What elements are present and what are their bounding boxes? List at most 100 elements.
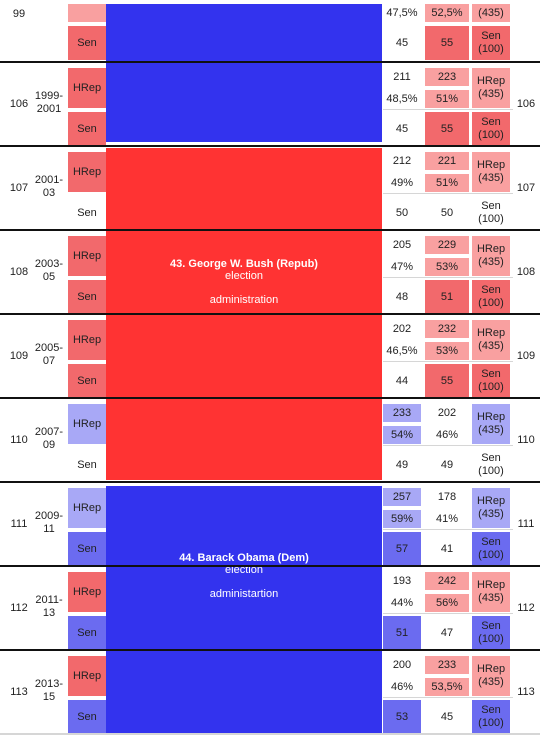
sen-seats-dem: 45	[383, 112, 421, 146]
admin-label-bush: 43. George W. Bush (Repub) election admi…	[106, 258, 382, 306]
congress-years: 2001-03	[34, 174, 64, 199]
hrep-pct-dem: 46%	[383, 678, 421, 696]
sen-label: Sen	[68, 112, 106, 146]
sen-seats-rep: 49	[425, 448, 469, 482]
hrep-seats-rep: 233	[425, 656, 469, 674]
grid-line	[383, 361, 513, 362]
hrep-pct-rep: 51%	[425, 174, 469, 192]
hrep-pct-rep: 53%	[425, 342, 469, 360]
congress-years: 2007-09	[34, 426, 64, 451]
admin-line2: election	[225, 564, 263, 576]
sen-total: Sen (100)	[472, 532, 510, 566]
sen-seats-dem: 53	[383, 700, 421, 734]
sen-label: Sen	[68, 616, 106, 650]
hrep-label-cell	[68, 4, 106, 22]
hrep-seats-rep: 223	[425, 68, 469, 86]
hrep-seats-rep: 221	[425, 152, 469, 170]
congress-years: 2011-13	[35, 594, 63, 619]
hrep-pct-dem: 48,5%	[383, 90, 421, 108]
sen-seats-dem: 49	[383, 448, 421, 482]
hrep-pct-rep: 56%	[425, 594, 469, 612]
admin-name: 43. George W. Bush (Repub)	[170, 258, 318, 270]
congress-years: 2003-05	[34, 258, 64, 283]
congress-number: 113	[10, 686, 28, 698]
sen-label: Sen	[68, 700, 106, 734]
grid-line	[383, 697, 513, 698]
hrep-pct-rep: 46%	[425, 426, 469, 444]
grid-line	[383, 109, 513, 110]
congress-years: 2013-15	[34, 678, 64, 703]
hrep-seats-dem: 200	[383, 656, 421, 674]
hrep-seats-dem: 205	[383, 236, 421, 254]
sen-label: Sen	[68, 364, 106, 398]
hrep-seats-dem: 193	[383, 572, 421, 590]
grid-line	[383, 193, 513, 194]
sen-seats-dem: 51	[383, 616, 421, 650]
hrep-total: (435)	[472, 4, 510, 22]
congress-number-right: 112	[517, 602, 535, 614]
hrep-pct-rep: 41%	[425, 510, 469, 528]
hrep-pct-dem: 49%	[383, 174, 421, 192]
grid-line	[383, 445, 513, 446]
congress-number-right: 106	[516, 98, 536, 110]
hrep-pct-dem: 59%	[383, 510, 421, 528]
hrep-pct-dem: 44%	[383, 594, 421, 612]
sen-total: Sen (100)	[472, 280, 510, 314]
congress-years: 1999-2001	[34, 90, 64, 115]
hrep-pct-dem: 54%	[383, 426, 421, 444]
sen-total: Sen (100)	[472, 196, 510, 230]
congress-number: 110	[10, 434, 28, 446]
row-separator	[0, 481, 540, 483]
sen-total: Sen (100)	[472, 364, 510, 398]
grid-line	[383, 277, 513, 278]
sen-total: Sen (100)	[472, 448, 510, 482]
sen-label: Sen	[68, 448, 106, 482]
sen-label: Sen	[68, 532, 106, 566]
congress-number-right: 109	[516, 350, 536, 362]
hrep-label: HRep	[68, 488, 106, 528]
sen-seats-rep: 55	[425, 364, 469, 398]
hrep-seats-dem: 211	[383, 68, 421, 86]
row-separator	[0, 61, 540, 63]
hrep-seats-rep: 178	[425, 488, 469, 506]
hrep-seats-dem: 212	[383, 152, 421, 170]
hrep-total: HRep (435)	[472, 572, 510, 612]
row-separator	[0, 649, 540, 651]
admin-line3: administration	[209, 294, 279, 306]
sen-seats-rep: 47	[425, 616, 469, 650]
admin-line3: administartion	[209, 588, 279, 600]
admin-line2: election	[225, 270, 263, 282]
row-separator	[0, 313, 540, 315]
sen-total: Sen (100)	[472, 700, 510, 734]
congress-number: 99	[12, 8, 26, 20]
sen-seats-rep: 50	[425, 196, 469, 230]
hrep-seats-dem: 233	[383, 404, 421, 422]
hrep-seats-rep: 232	[425, 320, 469, 338]
admin-name: 44. Barack Obama (Dem)	[179, 552, 309, 564]
hrep-label: HRep	[68, 404, 106, 444]
hrep-label: HRep	[68, 236, 106, 276]
congress-number-right: 111	[517, 518, 535, 530]
row-separator	[0, 397, 540, 399]
sen-seats-left: 45	[383, 26, 421, 60]
hrep-total: HRep (435)	[472, 656, 510, 696]
congress-number: 111	[10, 518, 28, 530]
hrep-total: HRep (435)	[472, 236, 510, 276]
admin-block-obama	[106, 486, 382, 734]
hrep-pct-rep: 51%	[425, 90, 469, 108]
hrep-pct-rep: 53%	[425, 258, 469, 276]
bottom-border	[0, 733, 540, 735]
sen-seats-rep: 51	[425, 280, 469, 314]
row-separator	[0, 565, 540, 567]
hrep-seats-dem: 202	[383, 320, 421, 338]
congress-number: 109	[9, 350, 29, 362]
congress-number: 108	[9, 266, 29, 278]
row-separator	[0, 229, 540, 231]
congress-number-right: 113	[517, 686, 535, 698]
hrep-pct-rep: 53,5%	[425, 678, 469, 696]
hrep-pct-right: 52,5%	[425, 4, 469, 22]
hrep-pct-left: 47,5%	[383, 4, 421, 22]
hrep-total: HRep (435)	[472, 404, 510, 444]
sen-seats-dem: 48	[383, 280, 421, 314]
